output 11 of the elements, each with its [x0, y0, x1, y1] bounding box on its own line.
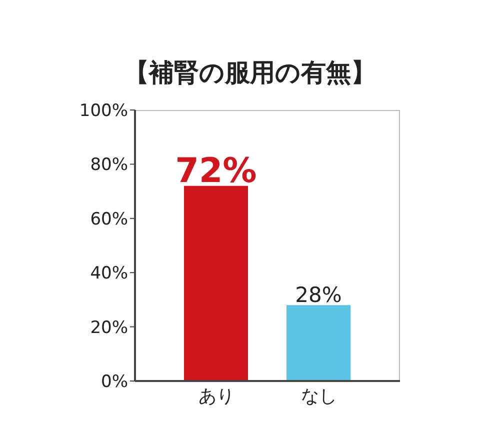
data-label: 28% — [295, 283, 342, 308]
y-tick-label: 80% — [90, 155, 128, 176]
x-tick-label: あり — [198, 386, 234, 407]
chart-title: 【補腎の服用の有無】 — [123, 57, 377, 89]
y-tick-label: 100% — [79, 101, 128, 122]
data-label: 72% — [175, 150, 257, 191]
x-tick-label: なし — [300, 386, 337, 407]
y-tick-label: 0% — [101, 372, 128, 392]
y-tick-label: 40% — [90, 264, 128, 284]
y-tick-label: 60% — [90, 209, 128, 230]
y-tick-label: 20% — [90, 318, 128, 338]
